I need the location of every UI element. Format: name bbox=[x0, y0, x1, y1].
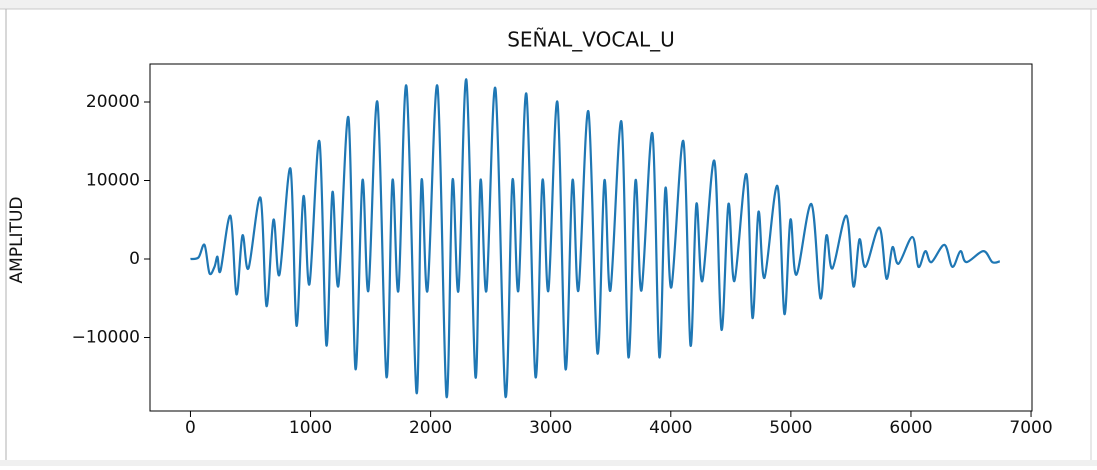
x-tick-label: 6000 bbox=[889, 418, 932, 438]
signal-line bbox=[190, 78, 1001, 398]
x-tick-label: 5000 bbox=[769, 418, 812, 438]
y-axis-label: AMPLITUD bbox=[7, 197, 27, 284]
x-tick-label: 7000 bbox=[1009, 418, 1052, 438]
y-tick-label: −10000 bbox=[72, 328, 140, 348]
window-top-bar bbox=[0, 0, 1097, 9]
y-tick-label: 10000 bbox=[86, 171, 140, 191]
x-tick-label: 0 bbox=[185, 418, 196, 438]
x-tick-label: 3000 bbox=[529, 418, 572, 438]
x-tick-label: 2000 bbox=[409, 418, 452, 438]
y-tick-label: 0 bbox=[129, 249, 140, 269]
chart-title: SEÑAL_VOCAL_U bbox=[507, 28, 675, 52]
x-tick-label: 4000 bbox=[649, 418, 692, 438]
x-tick-label: 1000 bbox=[289, 418, 332, 438]
window-bottom-bar bbox=[0, 460, 1097, 466]
plot-frame bbox=[149, 63, 1033, 412]
y-tick-label: 20000 bbox=[86, 92, 140, 112]
